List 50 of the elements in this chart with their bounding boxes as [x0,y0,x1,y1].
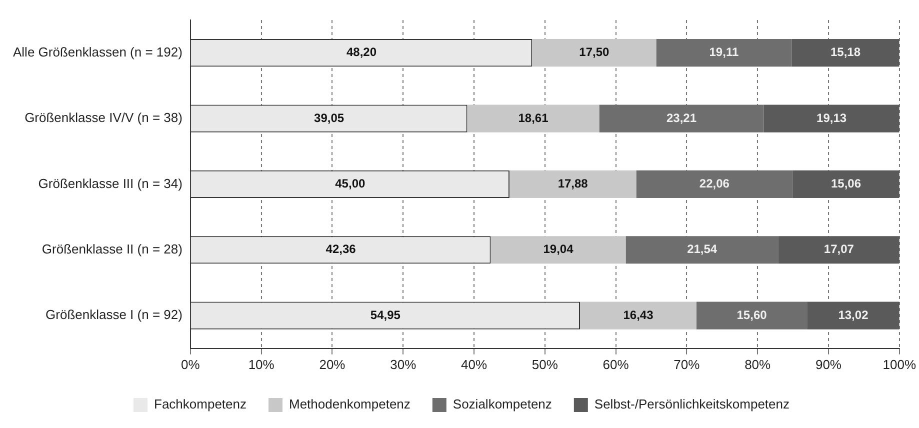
data-label: 17,07 [824,242,854,256]
x-tick-label: 60% [602,356,630,372]
x-tick-label: 70% [674,356,700,372]
y-tick-label: Größenklasse II (n = 28) [42,241,182,256]
y-tick-label: Größenklasse III (n = 34) [38,176,182,191]
x-tick-label: 80% [744,356,772,372]
x-tick-label: 10% [248,356,275,372]
data-label: 22,06 [699,176,730,191]
data-label: 13,02 [838,308,869,322]
x-tick-label: 20% [319,356,346,372]
x-tick-label: 40% [461,356,488,372]
bar [580,302,696,330]
data-label: 16,43 [623,308,654,322]
bar [656,39,792,67]
x-tick-label: 90% [815,356,842,372]
bar [626,236,778,264]
x-tick-label: 100% [882,356,916,372]
data-label: 21,54 [687,242,718,256]
data-label: 19,13 [816,110,847,125]
bar [696,302,808,330]
data-label: 48,20 [346,45,377,60]
bar [490,236,626,264]
data-label: 42,36 [326,242,356,256]
data-label: 54,95 [370,308,401,322]
data-label: 15,18 [830,45,861,60]
data-label: 23,21 [666,110,697,125]
bar [467,104,600,132]
legend-label: Methodenkompetenz [288,396,410,412]
data-label: 39,05 [314,110,344,125]
bar [636,170,793,198]
data-label: 15,60 [736,308,768,322]
legend-label: Selbst-/Persönlichkeitskompetenz [594,396,790,412]
x-tick-label: 50% [532,356,558,372]
data-label: 15,06 [830,176,862,191]
bar [532,39,656,67]
y-tick-label: Größenklasse IV/V (n = 38) [24,110,182,126]
data-label: 19,04 [543,242,574,256]
x-tick-label: 0% [181,356,200,372]
y-tick-label: Größenklasse I (n = 92) [46,307,182,322]
bar [509,170,636,198]
legend-label: Fachkompetenz [154,396,247,412]
data-label: 19,11 [709,45,739,60]
legend-label: Sozialkompetenz [452,396,552,412]
data-label: 45,00 [335,176,366,191]
bar [599,104,764,132]
y-tick-label: Alle Größenklassen (n = 192) [12,44,182,60]
x-tick-label: 30% [390,356,417,372]
data-label: 18,61 [518,110,549,125]
data-label: 17,88 [558,176,588,191]
data-label: 17,50 [579,45,610,60]
